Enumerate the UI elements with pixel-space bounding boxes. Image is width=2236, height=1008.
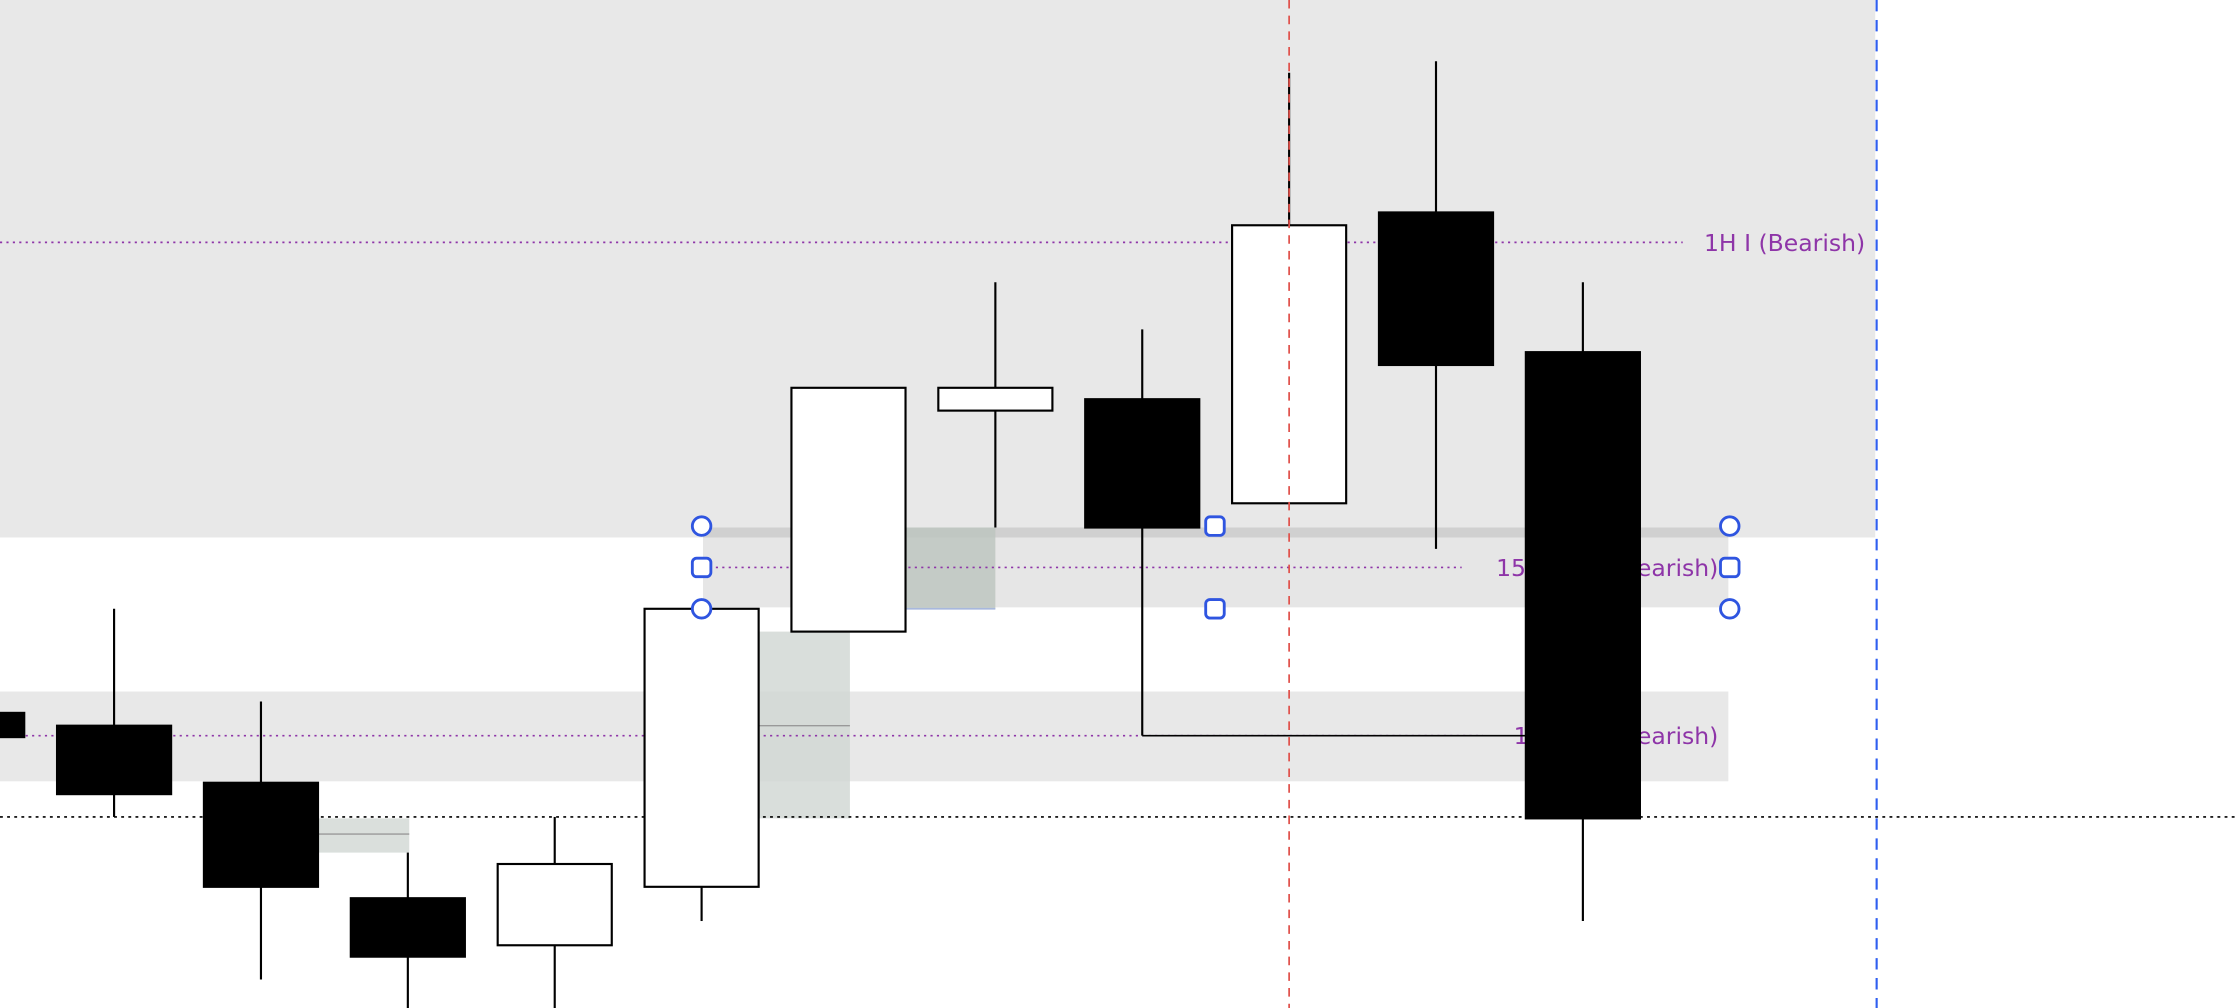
candle-body-bullish	[790, 386, 907, 633]
candle[interactable]	[1524, 282, 1641, 922]
resize-handle-bottom-mid[interactable]	[1204, 598, 1226, 620]
fvg-box	[318, 818, 410, 853]
selection-handles[interactable]	[690, 515, 1741, 620]
candle-body-bullish	[643, 607, 760, 888]
candle[interactable]	[790, 386, 907, 633]
candle-body-bearish	[0, 711, 26, 739]
candle[interactable]	[55, 608, 173, 817]
level-label: 1H I (Bearish)	[1704, 229, 1865, 257]
resize-handle-bottom-right[interactable]	[1719, 598, 1741, 620]
candle-body-bearish	[1377, 211, 1495, 367]
resize-handle-top-left[interactable]	[690, 515, 713, 537]
candle-body-bearish	[1084, 398, 1201, 529]
candle-body-bearish	[202, 781, 320, 888]
candle[interactable]	[349, 852, 466, 1008]
candle-body-bearish	[55, 724, 173, 796]
candle[interactable]	[1377, 61, 1495, 549]
candle[interactable]	[0, 711, 26, 739]
candle[interactable]	[202, 701, 320, 980]
resize-handle-mid-left[interactable]	[690, 556, 713, 579]
fvg-box	[905, 527, 996, 609]
resize-handle-top-right[interactable]	[1719, 515, 1741, 537]
candle[interactable]	[1084, 329, 1201, 736]
resize-handle-mid-right[interactable]	[1719, 556, 1741, 579]
candle-body-bearish	[1524, 351, 1641, 820]
candle-body-bullish	[937, 386, 1054, 412]
candle[interactable]	[496, 816, 613, 1008]
resize-handle-top-mid[interactable]	[1204, 515, 1226, 537]
candle[interactable]	[643, 607, 760, 922]
candle-body-bearish	[349, 897, 466, 958]
candle-body-bullish	[496, 862, 613, 947]
resize-handle-bottom-left[interactable]	[690, 598, 713, 620]
candle[interactable]	[937, 282, 1054, 528]
